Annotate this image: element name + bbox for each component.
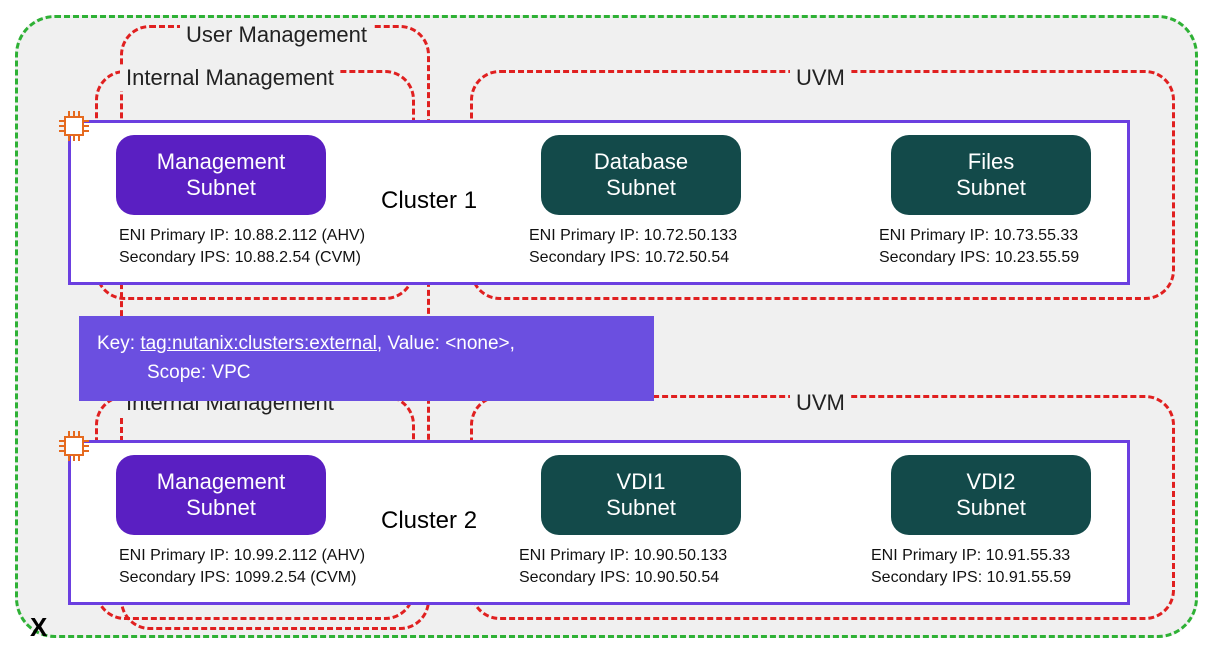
callout-line-1: Key: tag:nutanix:clusters:external, Valu… [97, 330, 636, 359]
cluster-2-label: Cluster 2 [381, 507, 477, 535]
ip-line: Secondary IPS: 10.23.55.59 [879, 247, 1079, 269]
ip-line: Secondary IPS: 10.91.55.59 [871, 567, 1071, 589]
cluster-1-label: Cluster 1 [381, 187, 477, 215]
subnet-label: VDI2 [891, 469, 1091, 495]
db-ip-block: ENI Primary IP: 10.72.50.133 Secondary I… [529, 225, 737, 268]
ip-line: ENI Primary IP: 10.90.50.133 [519, 545, 727, 567]
subnet-label: Database [541, 149, 741, 175]
uvm-label-2: UVM [790, 390, 851, 416]
vdi2-subnet: VDI2 Subnet [891, 455, 1091, 535]
subnet-label: Subnet [891, 495, 1091, 521]
tag-callout: Key: tag:nutanix:clusters:external, Valu… [79, 316, 654, 401]
subnet-label: Subnet [891, 175, 1091, 201]
cpu-icon [57, 429, 91, 463]
callout-line-2: Scope: VPC [97, 359, 636, 388]
cluster-1-row: Management Subnet ENI Primary IP: 10.88.… [68, 120, 1130, 285]
subnet-label: Files [891, 149, 1091, 175]
subnet-label: Subnet [116, 495, 326, 521]
vdi2-ip-block: ENI Primary IP: 10.91.55.33 Secondary IP… [871, 545, 1071, 588]
ip-line: ENI Primary IP: 10.91.55.33 [871, 545, 1071, 567]
user-management-label: User Management [180, 22, 373, 48]
vdi1-ip-block: ENI Primary IP: 10.90.50.133 Secondary I… [519, 545, 727, 588]
files-ip-block: ENI Primary IP: 10.73.55.33 Secondary IP… [879, 225, 1079, 268]
ip-line: Secondary IPS: 10.90.50.54 [519, 567, 727, 589]
database-subnet: Database Subnet [541, 135, 741, 215]
mgmt-ip-block-1: ENI Primary IP: 10.88.2.112 (AHV) Second… [119, 225, 365, 268]
management-subnet-2: Management Subnet [116, 455, 326, 535]
files-subnet: Files Subnet [891, 135, 1091, 215]
management-subnet-1: Management Subnet [116, 135, 326, 215]
callout-pre: Key: [97, 333, 140, 354]
ip-line: Secondary IPS: 10.88.2.54 (CVM) [119, 247, 365, 269]
subnet-label: Management [116, 469, 326, 495]
mgmt-ip-block-2: ENI Primary IP: 10.99.2.112 (AHV) Second… [119, 545, 365, 588]
callout-mid: , Value: <none>, [377, 333, 515, 354]
callout-key: tag:nutanix:clusters:external [140, 333, 377, 354]
ip-line: ENI Primary IP: 10.73.55.33 [879, 225, 1079, 247]
subnet-label: VDI1 [541, 469, 741, 495]
ip-line: Secondary IPS: 10.72.50.54 [529, 247, 737, 269]
ip-line: ENI Primary IP: 10.72.50.133 [529, 225, 737, 247]
subnet-label: Subnet [116, 175, 326, 201]
x-mark: X [30, 612, 47, 643]
ip-line: ENI Primary IP: 10.88.2.112 (AHV) [119, 225, 365, 247]
cpu-icon [57, 109, 91, 143]
ip-line: ENI Primary IP: 10.99.2.112 (AHV) [119, 545, 365, 567]
vdi1-subnet: VDI1 Subnet [541, 455, 741, 535]
subnet-label: Subnet [541, 175, 741, 201]
uvm-label-1: UVM [790, 65, 851, 91]
subnet-label: Management [116, 149, 326, 175]
internal-management-label-1: Internal Management [120, 65, 340, 91]
cluster-2-row: Management Subnet ENI Primary IP: 10.99.… [68, 440, 1130, 605]
subnet-label: Subnet [541, 495, 741, 521]
ip-line: Secondary IPS: 1099.2.54 (CVM) [119, 567, 365, 589]
